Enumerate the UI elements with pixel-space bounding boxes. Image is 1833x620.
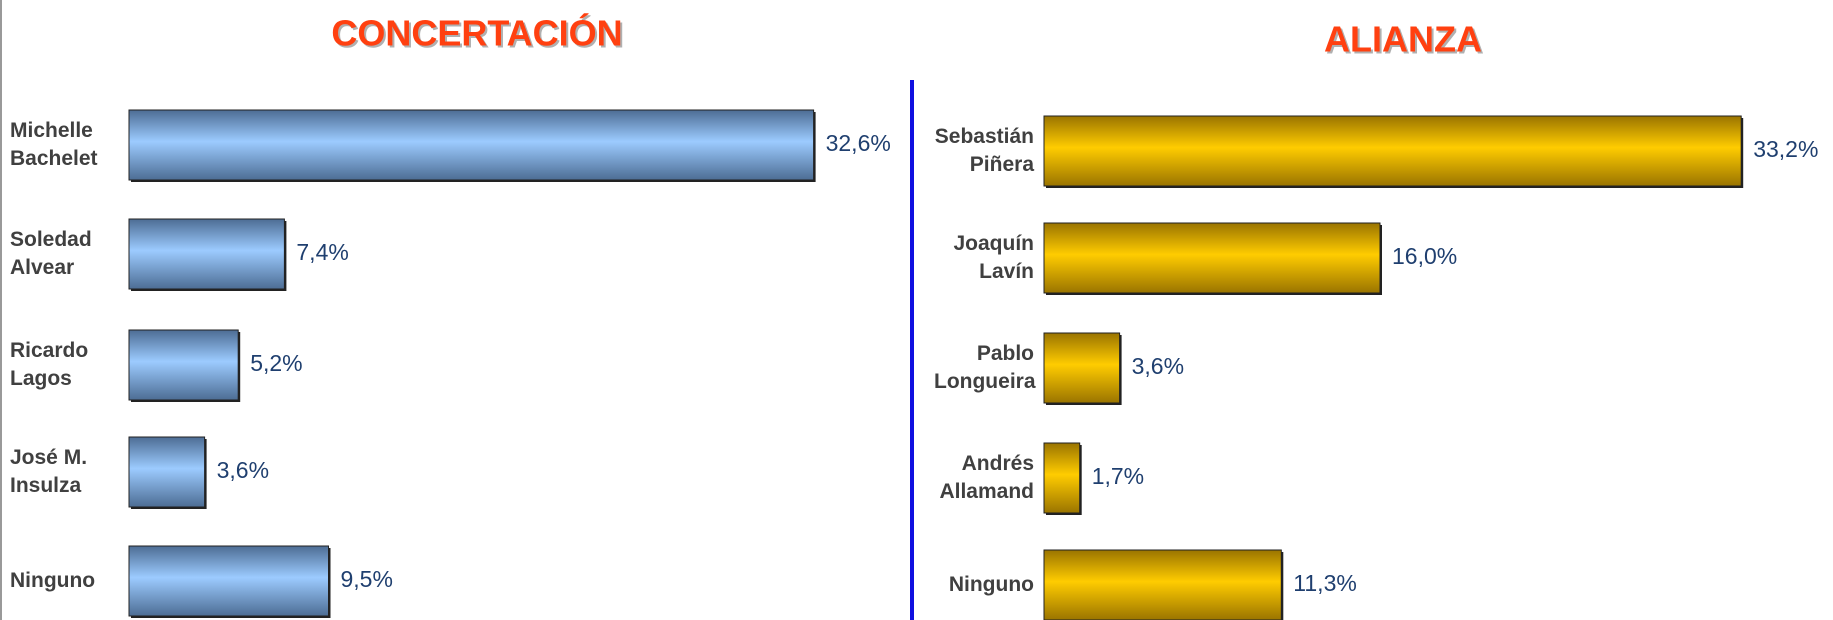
- category-label: Sebastián Piñera: [934, 125, 1034, 176]
- category-label: Ninguno: [948, 573, 1034, 596]
- bar: [1043, 442, 1081, 514]
- title-shadow: ALIANZA: [1326, 21, 1484, 62]
- category-label: Ninguno: [10, 569, 96, 592]
- category-label: Michelle Bachelet: [10, 119, 98, 170]
- value-label: 1,7%: [1092, 463, 1144, 489]
- bar: [1043, 222, 1381, 294]
- chart-title: CONCERTACIÓN: [331, 12, 622, 54]
- value-label: 7,4%: [296, 239, 348, 265]
- value-label: 11,3%: [1293, 570, 1357, 596]
- value-label: 16,0%: [1392, 243, 1457, 269]
- value-label: 3,6%: [217, 457, 269, 483]
- bar: [1043, 549, 1282, 620]
- bar: [128, 436, 206, 508]
- value-label: 33,2%: [1753, 136, 1818, 162]
- bar: [1043, 332, 1121, 404]
- value-label: 5,2%: [250, 350, 302, 376]
- bar: [128, 329, 239, 401]
- chart-title: ALIANZA: [1324, 19, 1482, 60]
- bar: [128, 545, 329, 617]
- value-label: 3,6%: [1132, 353, 1184, 379]
- category-label: José M. Insulza: [10, 446, 88, 497]
- bar: [128, 218, 285, 290]
- bar: [1043, 115, 1742, 187]
- category-label: Soledad Alvear: [10, 228, 92, 279]
- category-label: Joaquín Lavín: [953, 232, 1034, 283]
- value-label: 32,6%: [826, 130, 891, 156]
- category-label: Andrés Allamand: [939, 452, 1034, 503]
- value-label: 9,5%: [341, 566, 393, 592]
- category-label: Ricardo Lagos: [10, 339, 89, 390]
- bar: [128, 109, 815, 181]
- category-label: Pablo Longueira: [934, 342, 1036, 393]
- title-shadow: CONCERTACIÓN: [333, 14, 624, 56]
